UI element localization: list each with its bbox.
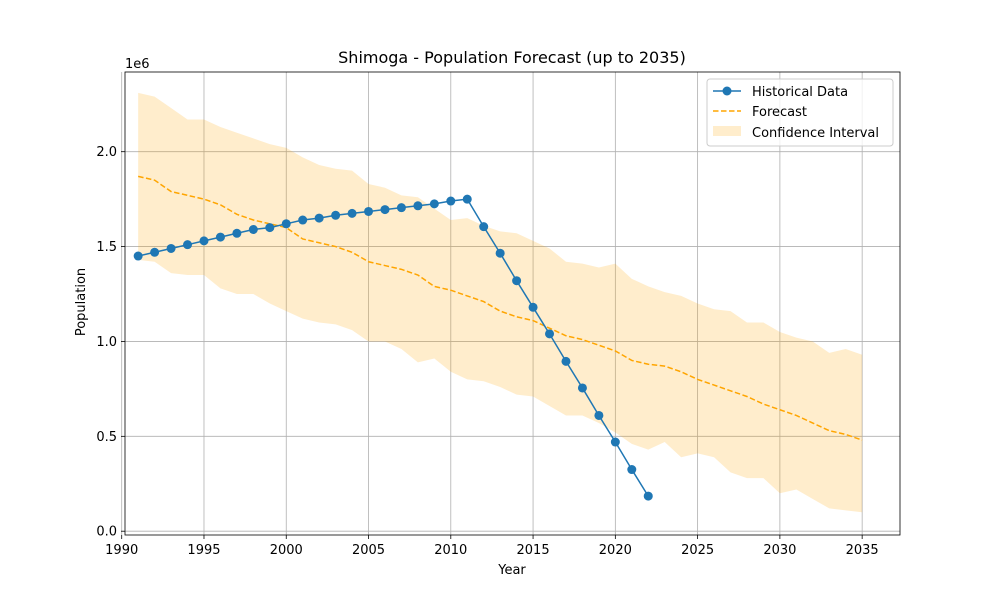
historical-point (561, 356, 571, 366)
historical-point (314, 213, 324, 223)
legend-box (706, 78, 894, 147)
historical-point (462, 194, 472, 204)
x-tick-label: 2030 (763, 543, 796, 558)
y-tick-label: 0.0 (96, 525, 117, 540)
historical-point (396, 203, 406, 213)
historical-point (446, 196, 456, 206)
historical-point (627, 465, 637, 475)
legend-label-historical: Historical Data (752, 85, 848, 100)
y-axis-label: Population (74, 268, 89, 336)
legend: Historical Data Forecast Confidence Inte… (706, 78, 894, 147)
x-tick-label: 2020 (599, 543, 632, 558)
historical-point (545, 329, 555, 339)
historical-point (265, 223, 275, 233)
historical-point (199, 236, 209, 246)
historical-point (215, 232, 225, 242)
historical-point (248, 225, 258, 234)
x-tick-label: 2010 (434, 543, 467, 558)
legend-label-confidence: Confidence Interval (752, 126, 879, 141)
chart-title: Shimoga - Population Forecast (up to 203… (338, 48, 686, 67)
forecast-line (137, 175, 863, 441)
x-tick-label: 1995 (187, 543, 220, 558)
historical-point (347, 208, 357, 218)
historical-point (183, 240, 193, 250)
historical-point (429, 199, 439, 209)
historical-point (150, 247, 160, 257)
historical-point (643, 491, 653, 501)
legend-confidence-swatch (713, 126, 741, 136)
x-tick-label: 2005 (352, 543, 385, 558)
y-tick-label: 2.0 (96, 145, 117, 160)
historical-point (512, 276, 522, 286)
y-tick-label: 1.5 (96, 240, 117, 255)
y-tick-label: 1.0 (96, 335, 117, 350)
grid (121, 72, 900, 535)
historical-point (298, 215, 308, 225)
historical-point (610, 437, 620, 447)
y-offset-text: 1e6 (125, 57, 150, 72)
x-tick-label: 2015 (517, 543, 550, 558)
historical-point (232, 228, 242, 238)
historical-point (479, 222, 489, 232)
x-tick-label: 2035 (846, 543, 879, 558)
historical-point (166, 243, 176, 253)
y-tick-label: 0.5 (96, 430, 117, 445)
historical-point (364, 206, 374, 216)
confidence-band-layer (138, 92, 863, 513)
series-layer (133, 175, 863, 501)
historical-point (331, 210, 341, 220)
historical-point (281, 219, 291, 229)
confidence-interval-band (138, 92, 863, 513)
x-tick-label: 2025 (681, 543, 714, 558)
historical-point (413, 201, 423, 211)
historical-point (380, 205, 390, 215)
legend-historical-marker-swatch (722, 86, 732, 96)
ticks: 1990 1995 2000 2005 2010 2015 2020 2025 2030 2035… (96, 145, 878, 558)
historical-point (528, 302, 538, 312)
plot-frame (124, 71, 901, 536)
legend-label-forecast: Forecast (752, 105, 807, 120)
historical-point (133, 251, 143, 261)
historical-point (495, 248, 505, 258)
x-tick-label: 1990 (105, 543, 138, 558)
x-tick-label: 2000 (270, 543, 303, 558)
x-axis-label: Year (497, 563, 526, 578)
historical-point (577, 383, 587, 393)
historical-point (594, 410, 604, 420)
